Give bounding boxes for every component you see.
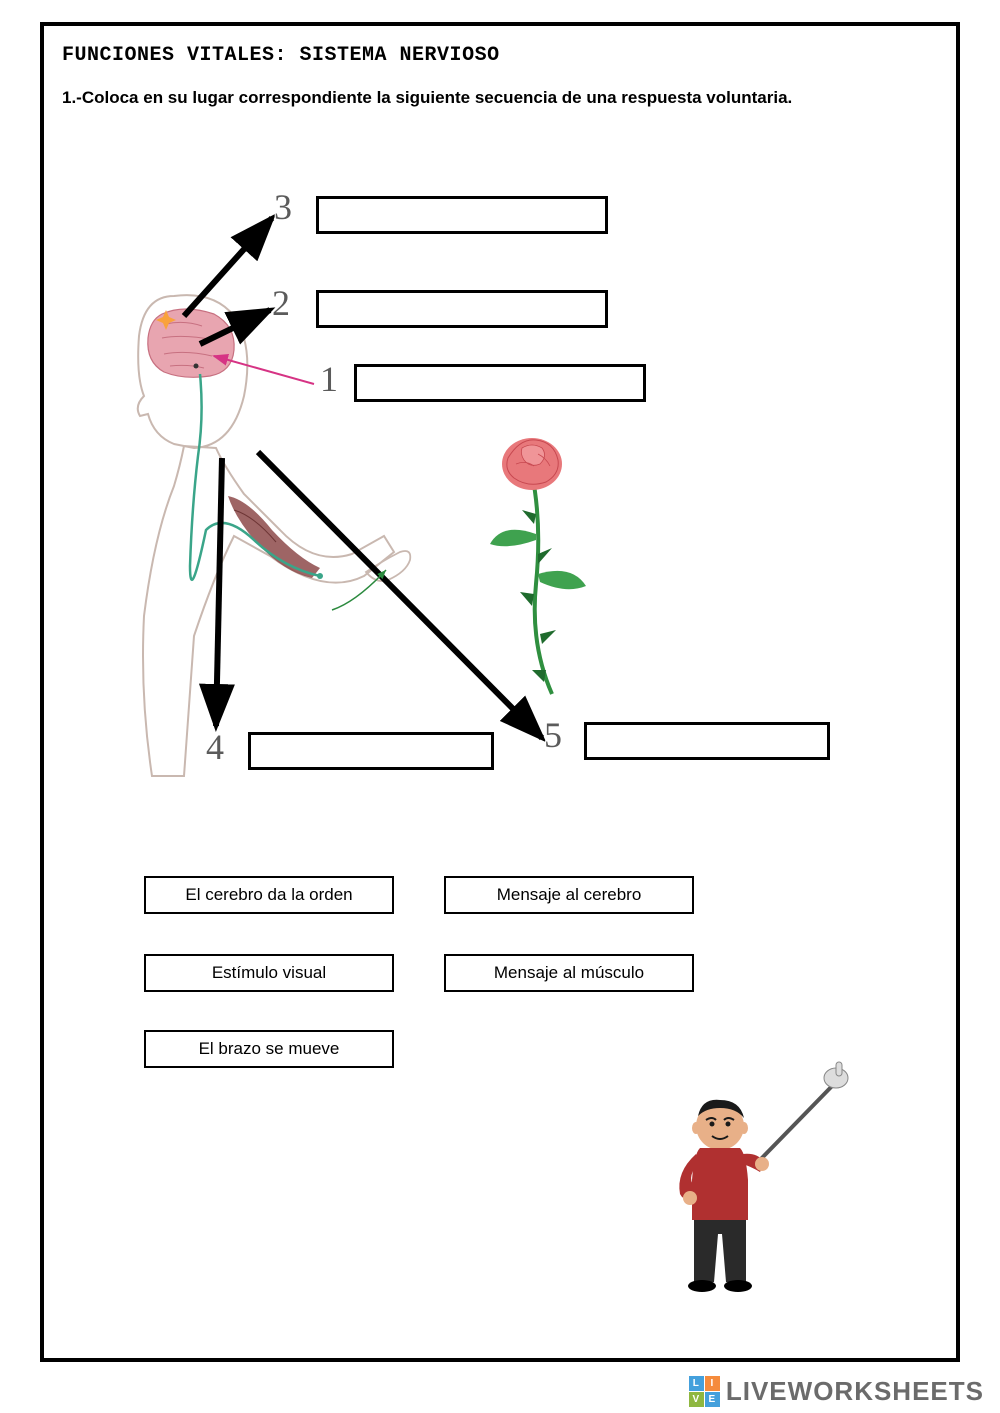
drop-box-5[interactable]: [584, 722, 830, 760]
arrow-3: [184, 218, 272, 316]
option-label: Estímulo visual: [212, 963, 326, 983]
option-label: El brazo se mueve: [199, 1039, 340, 1059]
option-estimulo-visual[interactable]: Estímulo visual: [144, 954, 394, 992]
option-label: El cerebro da la orden: [185, 885, 352, 905]
arrow-2: [200, 310, 270, 344]
arrow-5: [258, 452, 542, 738]
option-cerebro-orden[interactable]: El cerebro da la orden: [144, 876, 394, 914]
page-title: FUNCIONES VITALES: SISTEMA NERVIOSO: [62, 44, 500, 67]
watermark: L I V E LIVEWORKSHEETS: [689, 1376, 984, 1407]
drop-box-3[interactable]: [316, 196, 608, 234]
arrow-4: [216, 458, 222, 726]
option-mensaje-cerebro[interactable]: Mensaje al cerebro: [444, 876, 694, 914]
drop-box-2[interactable]: [316, 290, 608, 328]
page-frame: FUNCIONES VITALES: SISTEMA NERVIOSO 1.-C…: [40, 22, 960, 1362]
watermark-icon: L I V E: [689, 1376, 720, 1407]
character-illustration: [679, 1062, 848, 1292]
instruction-text: 1.-Coloca en su lugar correspondiente la…: [62, 88, 792, 108]
label-1: 1: [320, 358, 338, 400]
arrow-arm-curve: [332, 570, 386, 610]
label-5: 5: [544, 714, 562, 756]
watermark-text: LIVEWORKSHEETS: [726, 1376, 984, 1407]
option-mensaje-musculo[interactable]: Mensaje al músculo: [444, 954, 694, 992]
option-brazo-mueve[interactable]: El brazo se mueve: [144, 1030, 394, 1068]
option-label: Mensaje al cerebro: [497, 885, 642, 905]
label-3: 3: [274, 186, 292, 228]
label-4: 4: [206, 726, 224, 768]
label-2: 2: [272, 282, 290, 324]
drop-box-1[interactable]: [354, 364, 646, 402]
option-label: Mensaje al músculo: [494, 963, 644, 983]
rose-illustration: [490, 438, 586, 694]
arrow-1: [214, 356, 314, 384]
drop-box-4[interactable]: [248, 732, 494, 770]
